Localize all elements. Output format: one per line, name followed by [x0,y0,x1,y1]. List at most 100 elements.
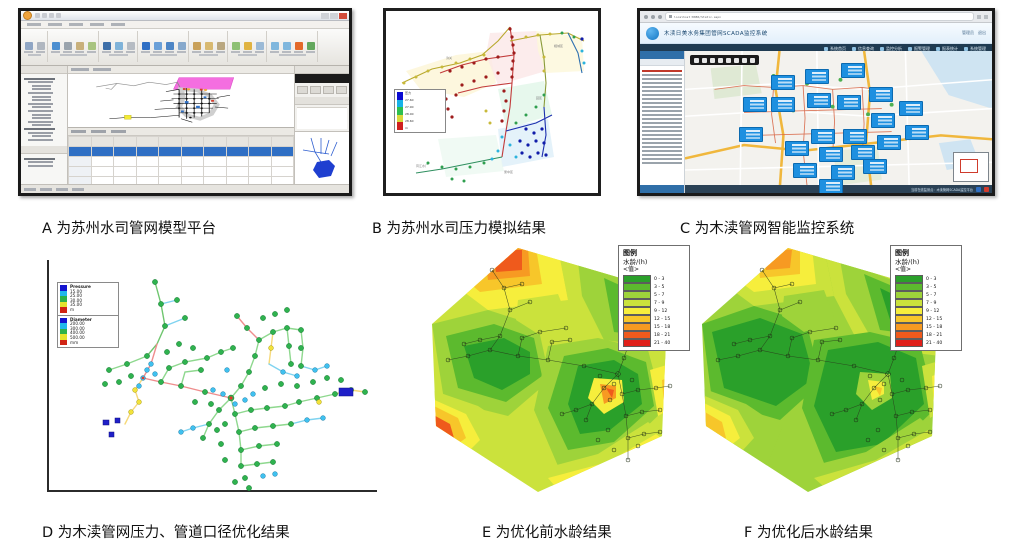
monitor-tag[interactable] [863,159,887,174]
list-item[interactable] [642,94,682,96]
list-item[interactable] [642,134,682,136]
tree-node[interactable] [32,113,52,116]
panel-d-optimisation-plot[interactable]: Pressure 15.00 25.00 30.00 35.00 m Diame… [35,252,385,504]
about-icon[interactable] [306,42,315,53]
monitor-tag[interactable] [771,75,795,90]
tree-node[interactable] [32,95,52,98]
tree-node[interactable] [32,117,52,120]
secondary-tree-list[interactable] [21,154,67,184]
tree-node[interactable] [28,138,53,141]
forward-icon[interactable] [651,14,655,19]
list-item[interactable] [642,106,682,108]
monitor-tag[interactable] [843,129,867,144]
nav-item-settings[interactable]: 系统管理 [964,46,986,52]
tab-results[interactable] [111,130,126,133]
quality-icon[interactable] [192,42,201,53]
list-item[interactable] [642,142,682,144]
ribbon-group[interactable] [100,31,138,62]
tree-node[interactable] [32,84,52,87]
address-bar[interactable]: localhost:8080/Static.aspx [665,12,974,21]
monitor-tag[interactable] [811,129,835,144]
list-item[interactable] [642,110,682,112]
layer-tree-pane[interactable] [21,66,68,184]
help-icon[interactable] [294,42,303,53]
report-icon[interactable] [165,42,174,53]
nav-item-report[interactable]: 报表统计 [936,46,958,52]
nav-item-home[interactable]: 系统首页 [824,46,846,52]
attribute-table-pane[interactable] [68,127,294,184]
properties-pane[interactable] [294,66,349,184]
ribbon-group[interactable] [49,31,99,62]
list-item[interactable] [642,74,682,76]
attribute-grid[interactable] [68,136,294,184]
zoom-in-icon[interactable] [702,57,707,63]
refresh-icon[interactable] [742,57,747,63]
logout-link[interactable]: 退出 [978,30,986,35]
age-icon[interactable] [204,42,213,53]
pump-tool-icon[interactable] [87,42,96,53]
open-file-icon[interactable] [24,42,33,53]
ribbon-group[interactable] [229,31,267,62]
monitor-tag[interactable] [899,101,923,116]
sidebar-footer[interactable] [640,185,684,193]
panel-e-waterage-before[interactable]: 图例 水龄/(h) <值> 0 - 3 3 - 5 5 - 7 7 - 9 9 … [418,240,690,502]
ribbon-group[interactable] [268,31,318,62]
menu-item[interactable] [69,23,83,26]
main-nav[interactable]: 系统首页 信息查询 监控分析 报警管理 报表统计 系统管理 [640,44,992,53]
list-item[interactable] [642,158,682,160]
tab-nodes[interactable] [71,130,86,133]
user-icon[interactable] [282,42,291,53]
layers-icon[interactable] [726,57,731,63]
tree-node[interactable] [32,124,52,127]
network-map-canvas[interactable] [68,74,294,127]
reload-icon[interactable] [658,14,662,19]
tab-map[interactable] [71,68,89,71]
qa-icon[interactable] [49,13,54,18]
panel-a-desktop-gis[interactable] [18,8,352,196]
scheduling-icon[interactable] [243,42,252,53]
menu-item[interactable] [111,23,125,26]
qa-icon[interactable] [35,13,40,18]
user-area[interactable]: 管理员 退出 [962,30,986,36]
table-row[interactable] [68,166,294,177]
tree-node[interactable] [32,99,52,102]
list-item[interactable] [642,146,682,148]
table-row[interactable] [68,146,294,157]
menu-bar[interactable] [21,21,349,29]
tree-node[interactable] [28,120,53,123]
menu-item[interactable] [27,23,41,26]
list-item[interactable] [642,114,682,116]
hydraulic-run-icon[interactable] [141,42,150,53]
quick-access-toolbar[interactable] [32,13,321,18]
tree-node[interactable] [28,164,53,167]
zoom-out-icon[interactable] [710,57,715,63]
browser-menu-icon[interactable] [984,14,988,19]
window-controls[interactable] [321,12,347,19]
list-item[interactable] [642,82,682,84]
pipe-tool-icon[interactable] [63,42,72,53]
compare-icon[interactable] [177,42,186,53]
maximize-icon[interactable] [330,12,338,19]
tree-node[interactable] [32,88,52,91]
tree-node[interactable] [28,161,53,164]
measure-icon[interactable] [718,57,723,63]
qa-icon[interactable] [56,13,61,18]
nav-item-analysis[interactable]: 监控分析 [880,46,902,52]
layer-tree-list[interactable] [21,74,67,146]
map-toolbar[interactable] [690,55,759,65]
tree-node[interactable] [32,135,52,138]
list-item[interactable] [642,102,682,104]
close-button[interactable] [336,86,347,94]
back-icon[interactable] [644,14,648,19]
tree-node[interactable] [24,77,55,80]
tree-node[interactable] [24,157,55,160]
list-item[interactable] [642,162,682,164]
monitor-tag[interactable] [739,127,763,142]
monitor-tag[interactable] [819,179,843,193]
list-item[interactable] [642,86,682,88]
tree-node[interactable] [28,109,53,112]
monitoring-point-list[interactable] [640,66,684,185]
valve-tool-icon[interactable] [75,42,84,53]
optimize-icon[interactable] [231,42,240,53]
ribbon-group[interactable] [139,31,189,62]
